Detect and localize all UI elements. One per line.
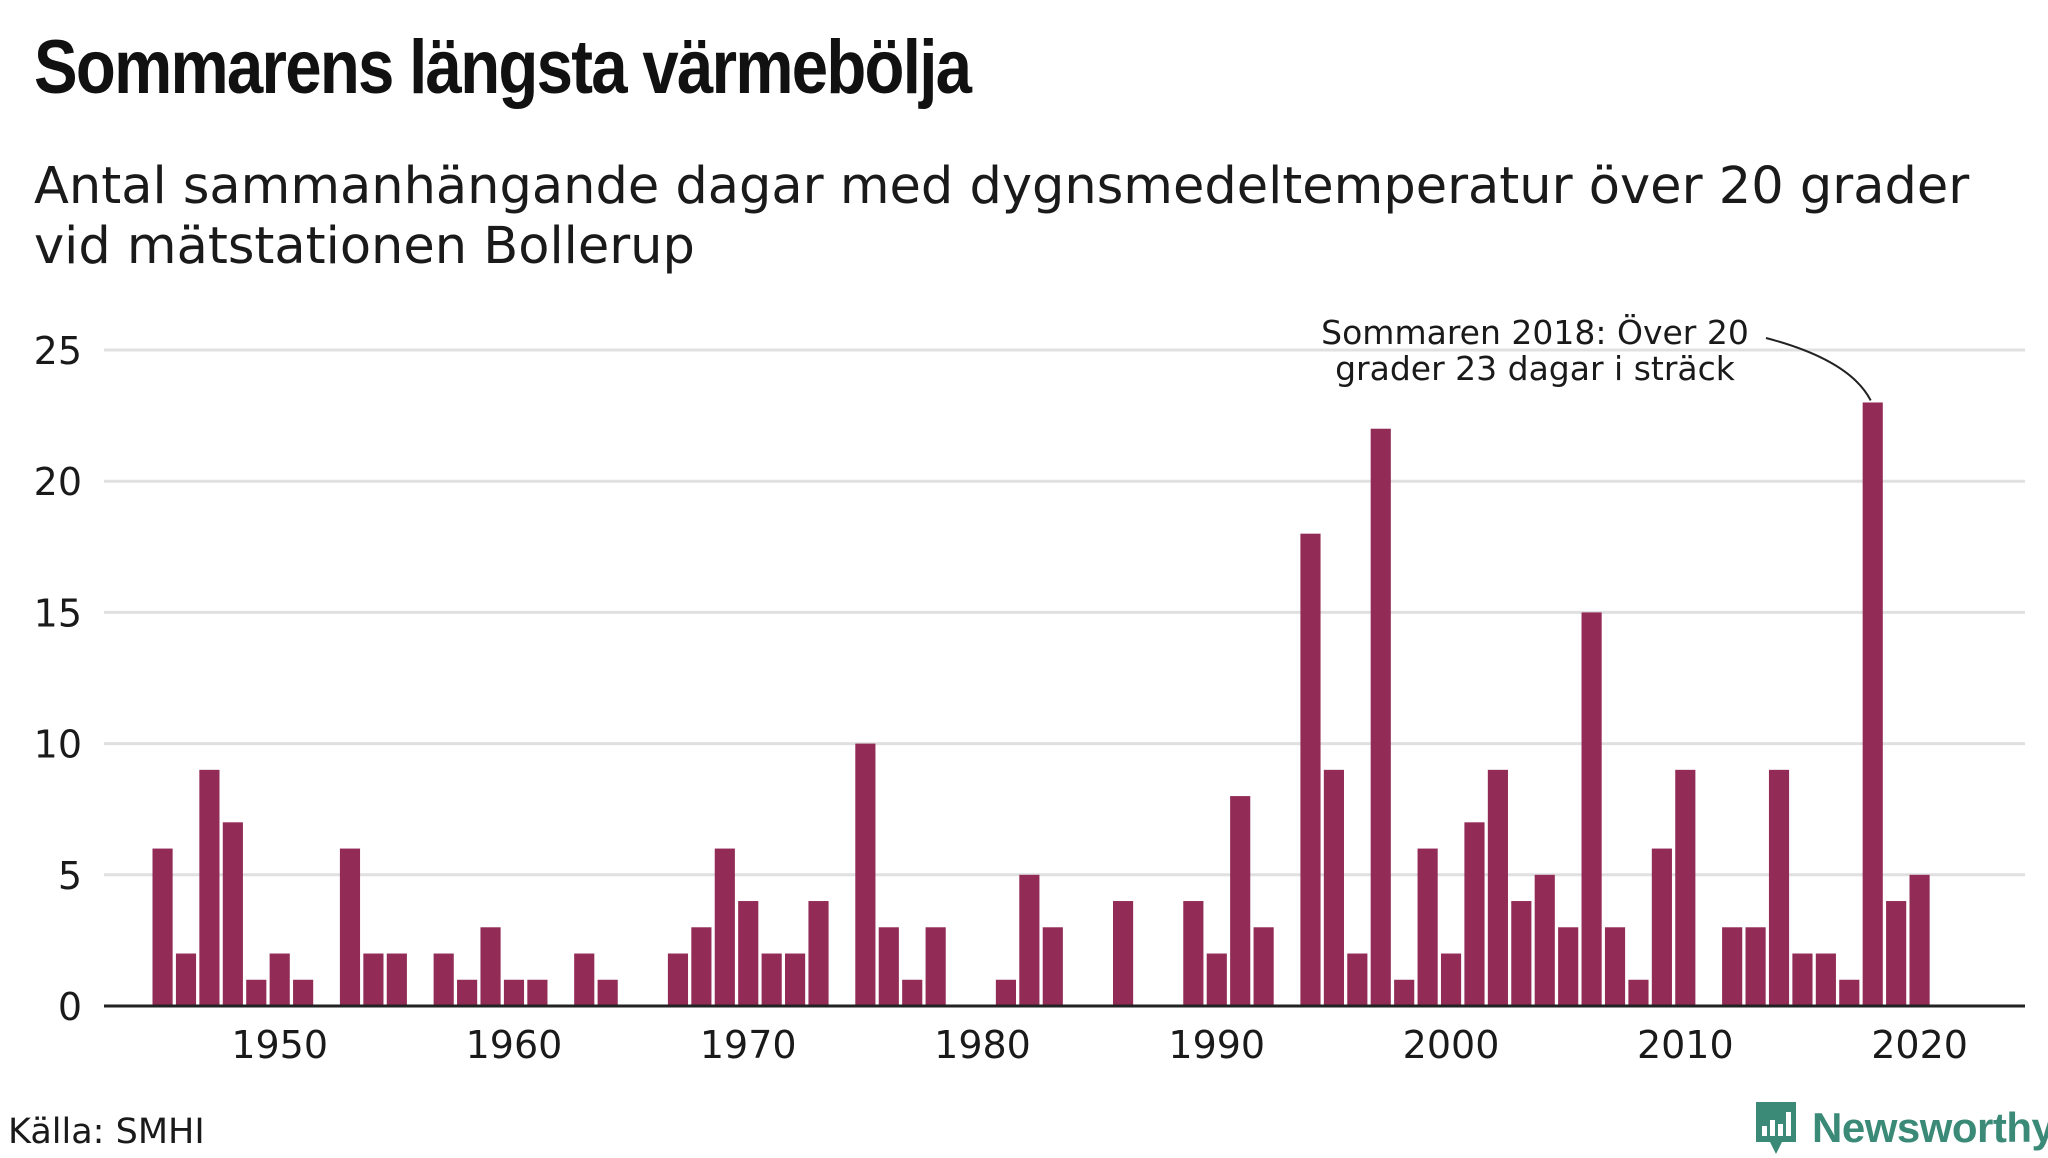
bar bbox=[1558, 927, 1579, 1006]
bar bbox=[1019, 874, 1040, 1006]
gridlines bbox=[104, 348, 2025, 877]
chart-title: Sommarens längsta värmebölja bbox=[34, 25, 972, 110]
y-tick-label: 5 bbox=[58, 854, 82, 898]
bar bbox=[691, 927, 712, 1006]
bar bbox=[1300, 533, 1321, 1006]
bar bbox=[1112, 901, 1134, 1006]
bar bbox=[1206, 953, 1227, 1006]
subtitle-line-1: Antal sammanhängande dagar med dygnsmede… bbox=[34, 157, 1970, 216]
bar bbox=[1628, 979, 1649, 1006]
bar bbox=[1651, 848, 1672, 1006]
subtitle-line-2: vid mätstationen Bollerup bbox=[34, 217, 695, 276]
annotation-line-2: grader 23 dagar i sträck bbox=[1335, 349, 1736, 388]
bar-chart-icon bbox=[1756, 1102, 1796, 1154]
bar bbox=[222, 822, 243, 1006]
bar bbox=[1815, 953, 1836, 1006]
bar bbox=[1862, 402, 1883, 1007]
bar bbox=[152, 848, 173, 1006]
bar bbox=[1347, 953, 1368, 1006]
x-tick-label: 2000 bbox=[1403, 1023, 1500, 1067]
bar bbox=[1839, 979, 1860, 1006]
bar bbox=[667, 953, 689, 1006]
bar bbox=[293, 979, 314, 1006]
bar bbox=[199, 769, 220, 1006]
bar bbox=[1768, 769, 1790, 1006]
bar bbox=[714, 848, 735, 1006]
y-tick-label: 0 bbox=[58, 985, 82, 1029]
bar bbox=[597, 979, 618, 1006]
source-note: Källa: SMHI bbox=[8, 1112, 205, 1152]
bar bbox=[1745, 927, 1766, 1006]
bar bbox=[1722, 927, 1743, 1006]
x-tick-label: 2010 bbox=[1637, 1023, 1734, 1067]
bar bbox=[761, 953, 782, 1006]
bar bbox=[995, 979, 1017, 1006]
bar bbox=[457, 979, 478, 1006]
x-tick-label: 1990 bbox=[1168, 1023, 1265, 1067]
y-tick-label: 10 bbox=[34, 723, 82, 767]
bar bbox=[785, 953, 806, 1006]
bar bbox=[855, 743, 876, 1006]
y-tick-label: 20 bbox=[34, 460, 82, 504]
bar bbox=[1394, 979, 1415, 1006]
x-tick-label: 1960 bbox=[466, 1023, 563, 1067]
bar bbox=[902, 979, 923, 1006]
bar bbox=[738, 901, 759, 1006]
bar bbox=[878, 927, 899, 1006]
bar bbox=[339, 848, 361, 1006]
bar bbox=[1370, 428, 1391, 1007]
bar bbox=[1323, 769, 1344, 1006]
x-tick-label: 1980 bbox=[934, 1023, 1031, 1067]
bar bbox=[1440, 953, 1462, 1006]
bar bbox=[1511, 901, 1532, 1006]
x-tick-label: 1950 bbox=[231, 1023, 328, 1067]
bar bbox=[1253, 927, 1274, 1006]
bar bbox=[1464, 822, 1485, 1006]
annotation-line-1: Sommaren 2018: Över 20 bbox=[1321, 312, 1749, 352]
bar bbox=[1230, 796, 1251, 1006]
brand-logo: Newsworthy bbox=[1752, 1098, 2048, 1158]
brand-name: Newsworthy bbox=[1812, 1104, 2048, 1151]
bar bbox=[808, 901, 829, 1006]
bar bbox=[386, 953, 407, 1006]
bar bbox=[1886, 901, 1907, 1006]
x-tick-label: 1970 bbox=[700, 1023, 797, 1067]
bar bbox=[1487, 769, 1508, 1006]
bars bbox=[152, 402, 1930, 1007]
bar bbox=[1183, 901, 1204, 1006]
bar bbox=[1534, 874, 1555, 1006]
bar bbox=[1675, 769, 1696, 1006]
bar bbox=[503, 979, 525, 1006]
bar bbox=[269, 953, 290, 1006]
y-tick-label: 15 bbox=[34, 591, 82, 635]
bar bbox=[1042, 927, 1063, 1006]
bar bbox=[433, 953, 454, 1006]
bar bbox=[1792, 953, 1813, 1006]
bar bbox=[1581, 612, 1602, 1006]
y-tick-label: 25 bbox=[34, 329, 82, 373]
bar bbox=[527, 979, 548, 1006]
axes: 0 5 10 15 20 25 1950 1960 1970 1980 1990 2000 2010 20… bbox=[34, 329, 2025, 1067]
chart-subtitle: Antal sammanhängande dagar med dygnsmede… bbox=[34, 157, 2024, 277]
bar bbox=[363, 953, 384, 1006]
bar bbox=[1604, 927, 1626, 1006]
bar bbox=[925, 927, 946, 1006]
bar bbox=[574, 953, 595, 1006]
bar bbox=[1417, 848, 1438, 1006]
x-tick-label: 2020 bbox=[1871, 1023, 1968, 1067]
annotation-connector bbox=[1765, 337, 1872, 401]
bar bbox=[480, 927, 501, 1006]
bar bbox=[246, 979, 267, 1006]
bar bbox=[1909, 874, 1930, 1006]
bar bbox=[175, 953, 197, 1006]
